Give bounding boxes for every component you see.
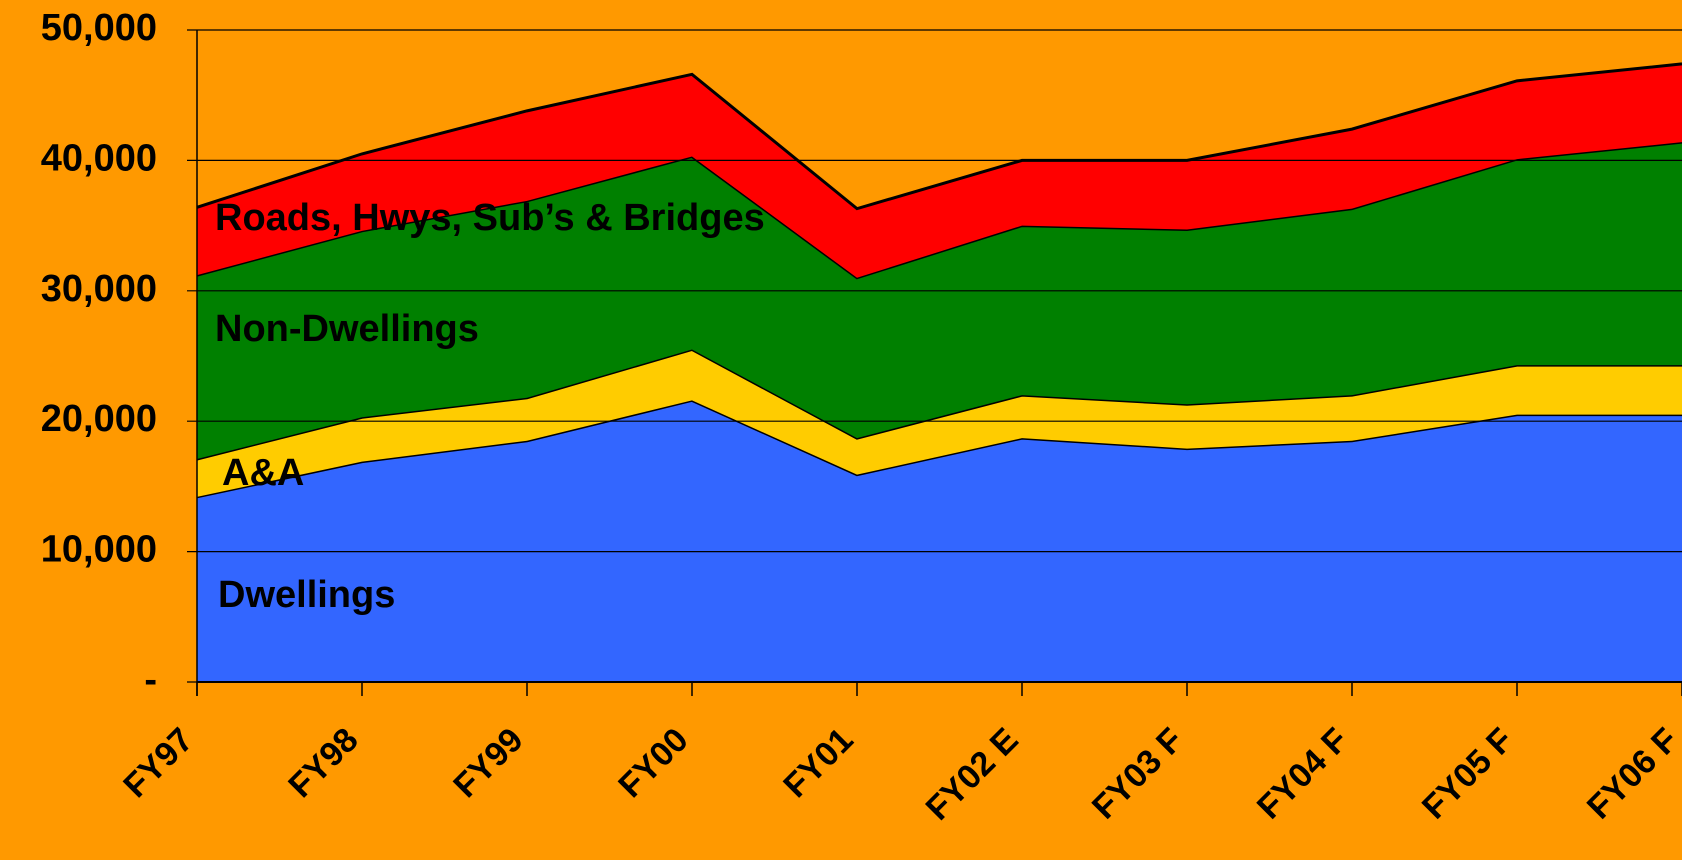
area-edge	[196, 62, 1682, 211]
series-label: Dwellings	[218, 574, 395, 616]
area	[197, 400, 1682, 682]
series-label: A&A	[222, 452, 304, 494]
y-tick-label: 40,000	[41, 137, 157, 179]
series-label: Non-Dwellings	[215, 308, 479, 350]
y-tick-label: 30,000	[41, 268, 157, 310]
y-tick-label: -	[144, 659, 157, 701]
y-tick-label: 50,000	[41, 7, 157, 49]
series-label: Roads, Hwys, Sub’s & Bridges	[215, 197, 765, 239]
y-tick-label: 20,000	[41, 398, 157, 440]
area	[197, 142, 1682, 460]
y-tick-label: 10,000	[41, 529, 157, 571]
area	[197, 63, 1682, 278]
